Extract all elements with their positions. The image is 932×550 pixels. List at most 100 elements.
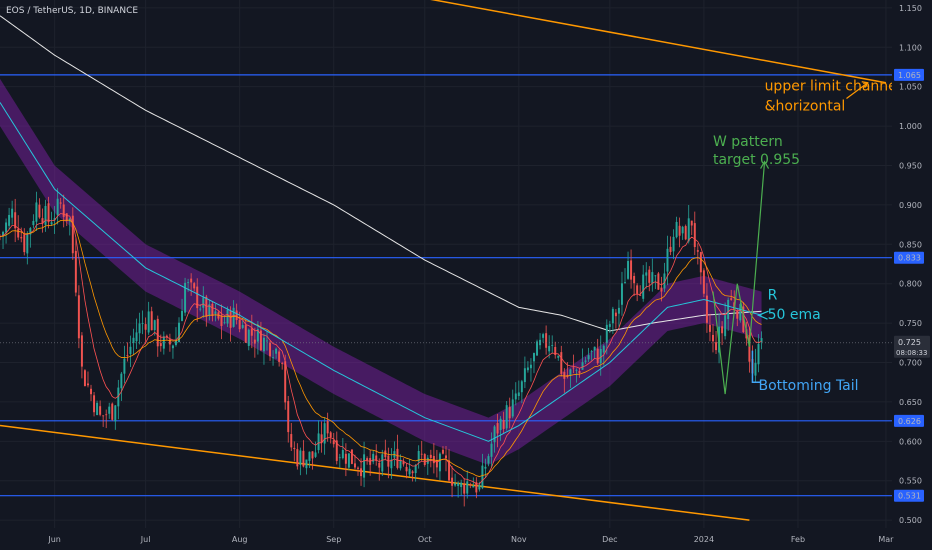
x-tick-label: Jun — [47, 535, 61, 544]
annotation-text[interactable]: R — [768, 287, 778, 303]
channel-lines[interactable] — [0, 0, 887, 521]
annotation-text[interactable]: W pattern — [713, 134, 783, 150]
candle-body — [329, 432, 332, 438]
candle-body — [332, 440, 335, 445]
candle-body — [454, 483, 457, 486]
y-tick-label: 1.100 — [899, 43, 922, 52]
candle-body — [551, 344, 554, 346]
candle-body — [687, 218, 690, 242]
x-axis[interactable]: Jun Jul Aug Sep Oct Nov Dec 2024 Feb Mar — [0, 528, 932, 550]
annotations[interactable]: upper limit channel&horizontal W pattern t… — [713, 79, 901, 394]
candle-body — [90, 388, 93, 395]
candle-body — [138, 323, 141, 334]
candle-body — [529, 364, 532, 369]
candle-body — [335, 440, 338, 461]
candle-body — [569, 369, 572, 376]
candle-body — [390, 459, 393, 469]
candle-body — [32, 220, 35, 226]
candle-body — [681, 226, 684, 234]
w-pattern-line[interactable] — [712, 161, 766, 395]
candle-body — [721, 326, 724, 334]
x-tick-label: Dec — [602, 535, 617, 544]
last-price-label: 0.725 — [898, 338, 921, 347]
w-pattern[interactable] — [712, 160, 770, 395]
candle-body — [696, 250, 699, 252]
candle-body — [2, 231, 5, 237]
price-labels: 1.065 0.833 0.626 0.531 0.725 08:08:33 — [0, 68, 930, 502]
annotation-text[interactable]: Bottoming Tail — [759, 378, 859, 394]
candle-body — [247, 329, 250, 346]
candle-body — [47, 203, 50, 223]
candle-body — [266, 340, 268, 342]
bottoming-tail-marker — [751, 350, 761, 383]
ema-medium-line — [0, 219, 762, 477]
annotation-text[interactable]: &horizontal — [765, 98, 846, 114]
candle-body — [117, 387, 120, 407]
x-tick-label: Nov — [511, 535, 527, 544]
candle-body — [608, 324, 611, 327]
candle-body — [62, 204, 65, 217]
candle-body — [244, 325, 247, 343]
candle-body — [278, 351, 281, 362]
candle-body — [347, 453, 350, 468]
ema-band — [0, 78, 762, 465]
candle-body — [256, 329, 259, 342]
candle-body — [71, 215, 74, 254]
candle-body — [624, 282, 626, 284]
y-axis[interactable]: 0.500 0.550 0.600 0.650 0.700 0.750 0.800 0.850… — [892, 0, 932, 550]
candle-body — [235, 310, 238, 321]
horizontal-levels[interactable] — [0, 74, 892, 497]
candle-body — [520, 381, 523, 393]
lower-channel-line[interactable] — [0, 424, 750, 521]
candle-body — [181, 310, 184, 321]
candle-body — [338, 457, 341, 459]
candle-body — [293, 447, 296, 450]
upper-channel-line[interactable] — [391, 0, 887, 84]
candle-body — [514, 393, 517, 400]
candle-body — [617, 307, 620, 314]
level-price-label: 0.833 — [898, 254, 921, 263]
candle-body — [702, 270, 705, 294]
level-price-tag — [894, 489, 924, 502]
candle-body — [353, 463, 356, 468]
candle-body — [80, 335, 83, 367]
candle-body — [87, 383, 89, 386]
candle-body — [156, 318, 159, 347]
candle-body — [120, 373, 123, 389]
x-tick-label: Feb — [791, 535, 805, 544]
candle-body — [414, 465, 417, 474]
candle-body — [144, 324, 147, 330]
candle-body — [435, 460, 438, 468]
y-tick-label: 1.050 — [899, 83, 922, 92]
upper-channel-arrow — [846, 81, 869, 99]
candle-body — [712, 334, 714, 342]
candle-body — [684, 226, 687, 240]
candle-body — [232, 307, 235, 327]
candle-body — [584, 360, 587, 362]
candle-body — [672, 236, 675, 252]
candle-body — [490, 443, 493, 457]
candle-body — [502, 419, 505, 429]
candle-body — [93, 395, 96, 413]
candle-body — [505, 405, 508, 429]
candle-body — [678, 225, 681, 236]
candle-body — [111, 403, 114, 420]
y-tick-label: 0.550 — [899, 477, 922, 486]
candle-body — [557, 355, 560, 358]
candle-body — [105, 414, 108, 416]
annotation-text[interactable]: upper limit channel — [765, 79, 901, 95]
candle-body — [381, 454, 384, 472]
candle-body — [38, 204, 41, 218]
candle-body — [596, 348, 599, 364]
candle-body — [648, 269, 651, 283]
candle-body — [129, 346, 132, 355]
candle-body — [363, 454, 366, 478]
level-price-tag — [894, 68, 924, 81]
annotation-text[interactable]: target 0.955 — [713, 152, 800, 168]
candle-body — [627, 261, 630, 279]
candle-body — [545, 333, 548, 348]
candle-body — [35, 202, 38, 222]
candle-body — [281, 363, 284, 365]
annotation-text[interactable]: 50 ema — [768, 307, 821, 323]
